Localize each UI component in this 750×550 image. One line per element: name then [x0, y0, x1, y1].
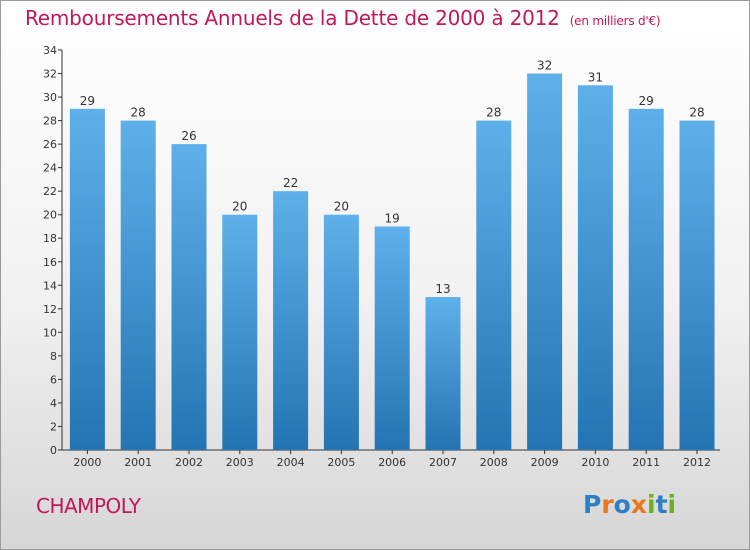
bar-2005 [323, 214, 359, 450]
bar-2012 [679, 120, 715, 451]
y-tick-label: 26 [43, 138, 57, 151]
y-tick-label: 18 [43, 232, 57, 245]
x-tick-label: 2002 [175, 456, 203, 469]
bar-2008 [476, 120, 512, 451]
x-tick-label: 2005 [327, 456, 355, 469]
data-label: 32 [537, 59, 552, 73]
data-label: 20 [232, 200, 247, 214]
x-tick-label: 2006 [378, 456, 406, 469]
logo-letter: r [601, 490, 614, 519]
bar-2000 [69, 108, 105, 450]
y-tick-label: 30 [43, 91, 57, 104]
x-tick-label: 2007 [429, 456, 457, 469]
x-tick-label: 2010 [581, 456, 609, 469]
bar-2002 [171, 144, 207, 450]
logo-letter: x [630, 490, 647, 519]
y-tick-label: 10 [43, 326, 57, 339]
bar-2010 [577, 85, 613, 450]
logo-letter: i [667, 490, 677, 519]
x-tick-label: 2003 [226, 456, 254, 469]
data-label: 31 [588, 70, 603, 84]
data-label: 19 [385, 211, 400, 225]
bar-2011 [628, 108, 664, 450]
y-tick-label: 4 [50, 397, 57, 410]
x-tick-label: 2000 [73, 456, 101, 469]
x-tick-label: 2012 [683, 456, 711, 469]
data-label: 22 [283, 176, 298, 190]
x-tick-label: 2004 [277, 456, 305, 469]
bar-2009 [527, 73, 563, 450]
y-tick-label: 28 [43, 115, 57, 128]
x-tick-label: 2001 [124, 456, 152, 469]
data-label: 13 [435, 282, 450, 296]
y-tick-label: 24 [43, 162, 57, 175]
y-tick-label: 0 [50, 444, 57, 457]
x-axis: 2000 2001 2002 2003 2004 2005 2006 2007 2008 2009… [62, 449, 720, 469]
proxiti-logo[interactable]: Proxiti [583, 490, 676, 519]
logo-letter: t [655, 490, 668, 519]
town-name: CHAMPOLY [36, 494, 141, 518]
y-tick-label: 34 [43, 44, 57, 57]
data-label: 28 [486, 106, 501, 120]
y-tick-label: 20 [43, 209, 57, 222]
logo-letter: o [613, 490, 631, 519]
data-label: 28 [689, 106, 704, 120]
bars [69, 73, 715, 451]
x-tick-label: 2009 [531, 456, 559, 469]
chart-title: Remboursements Annuels de la Dette de 20… [25, 6, 661, 30]
y-tick-label: 8 [50, 350, 57, 363]
data-label: 29 [639, 94, 654, 108]
bar-2004 [273, 191, 309, 451]
bar-2007 [425, 297, 461, 450]
bar-2003 [222, 214, 258, 450]
bar-2001 [120, 120, 156, 451]
data-labels: 29 28 26 20 22 20 19 13 28 32 31 29 28 [80, 59, 705, 297]
data-label: 20 [334, 200, 349, 214]
y-tick-label: 12 [43, 303, 57, 316]
x-tick-label: 2008 [480, 456, 508, 469]
y-tick-label: 22 [43, 185, 57, 198]
data-label: 26 [181, 129, 196, 143]
chart-title-text: Remboursements Annuels de la Dette de 20… [25, 6, 560, 30]
logo-letter: P [583, 490, 602, 519]
data-label: 28 [131, 106, 146, 120]
y-tick-label: 14 [43, 279, 57, 292]
bar-2006 [374, 226, 410, 450]
y-tick-label: 32 [43, 68, 57, 81]
chart-unit: (en milliers d'€) [569, 14, 661, 28]
logo-letter: i [647, 490, 656, 519]
y-tick-label: 16 [43, 256, 57, 269]
y-tick-label: 2 [50, 420, 57, 433]
x-tick-label: 2011 [632, 456, 660, 469]
data-label: 29 [80, 94, 95, 108]
y-tick-label: 6 [50, 373, 57, 386]
